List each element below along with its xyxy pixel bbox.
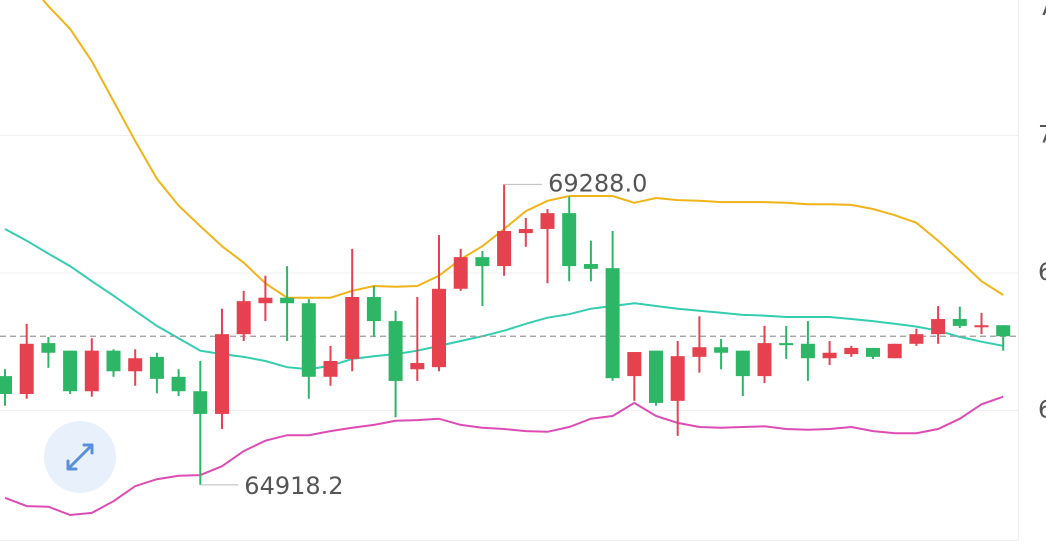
candle-body: [800, 343, 815, 359]
candle-body: [0, 376, 12, 394]
grid: 7 7 6 6: [0, 0, 1046, 423]
candle-body: [779, 343, 794, 346]
candle-body: [627, 352, 642, 377]
candle-body: [215, 334, 229, 414]
candle-body: [453, 257, 468, 289]
candle-body: [19, 343, 34, 394]
candle-body: [670, 356, 685, 401]
expand-icon: [66, 443, 94, 471]
low-label: 64918.2: [244, 472, 343, 500]
candle-body: [757, 343, 772, 377]
candle-body: [149, 356, 164, 379]
candle-body: [63, 350, 78, 392]
candle-body: [583, 264, 598, 269]
candle-body: [735, 350, 750, 377]
candle-body: [84, 350, 99, 392]
candles: [0, 184, 1018, 485]
candle-body: [952, 319, 967, 326]
y-tick-label: 7: [1038, 0, 1046, 21]
candle-body: [974, 325, 989, 328]
candle-body: [128, 358, 143, 372]
candle-body: [692, 347, 707, 357]
candle-body: [714, 347, 729, 353]
candle-body: [844, 347, 859, 355]
candle-body: [171, 376, 186, 392]
candle-body: [323, 360, 338, 377]
y-tick-label: 6: [1038, 258, 1046, 286]
candle-body: [822, 352, 837, 359]
candle-body: [996, 325, 1011, 337]
candle-body: [475, 257, 490, 267]
candle-body: [432, 288, 446, 368]
candle-body: [866, 347, 880, 357]
candle-body: [236, 301, 251, 335]
candle-body: [410, 363, 425, 370]
candle-body: [887, 343, 902, 359]
candle-body: [366, 297, 381, 322]
candle-body: [388, 321, 403, 381]
candle-body: [605, 268, 620, 379]
candle-body: [258, 297, 273, 304]
candle-body: [518, 228, 533, 234]
annotations: 69288.0 64918.2: [200, 169, 647, 500]
band-line: [4, 395, 1004, 517]
candle-body: [280, 297, 295, 304]
candle-body: [931, 319, 946, 335]
candle-body: [301, 303, 316, 377]
high-label: 69288.0: [548, 169, 647, 197]
candle-body: [41, 343, 56, 353]
band-line: [4, 228, 1004, 371]
candle-body: [562, 213, 577, 267]
y-tick-label: 7: [1038, 120, 1046, 148]
candle-body: [193, 391, 208, 414]
candle-body: [497, 231, 512, 267]
candle-body: [909, 334, 924, 344]
candle-body: [345, 297, 360, 359]
expand-button[interactable]: [44, 421, 116, 493]
candle-body: [649, 350, 663, 403]
y-tick-label: 6: [1038, 395, 1046, 423]
candle-body: [106, 350, 121, 372]
candle-body: [540, 213, 555, 229]
